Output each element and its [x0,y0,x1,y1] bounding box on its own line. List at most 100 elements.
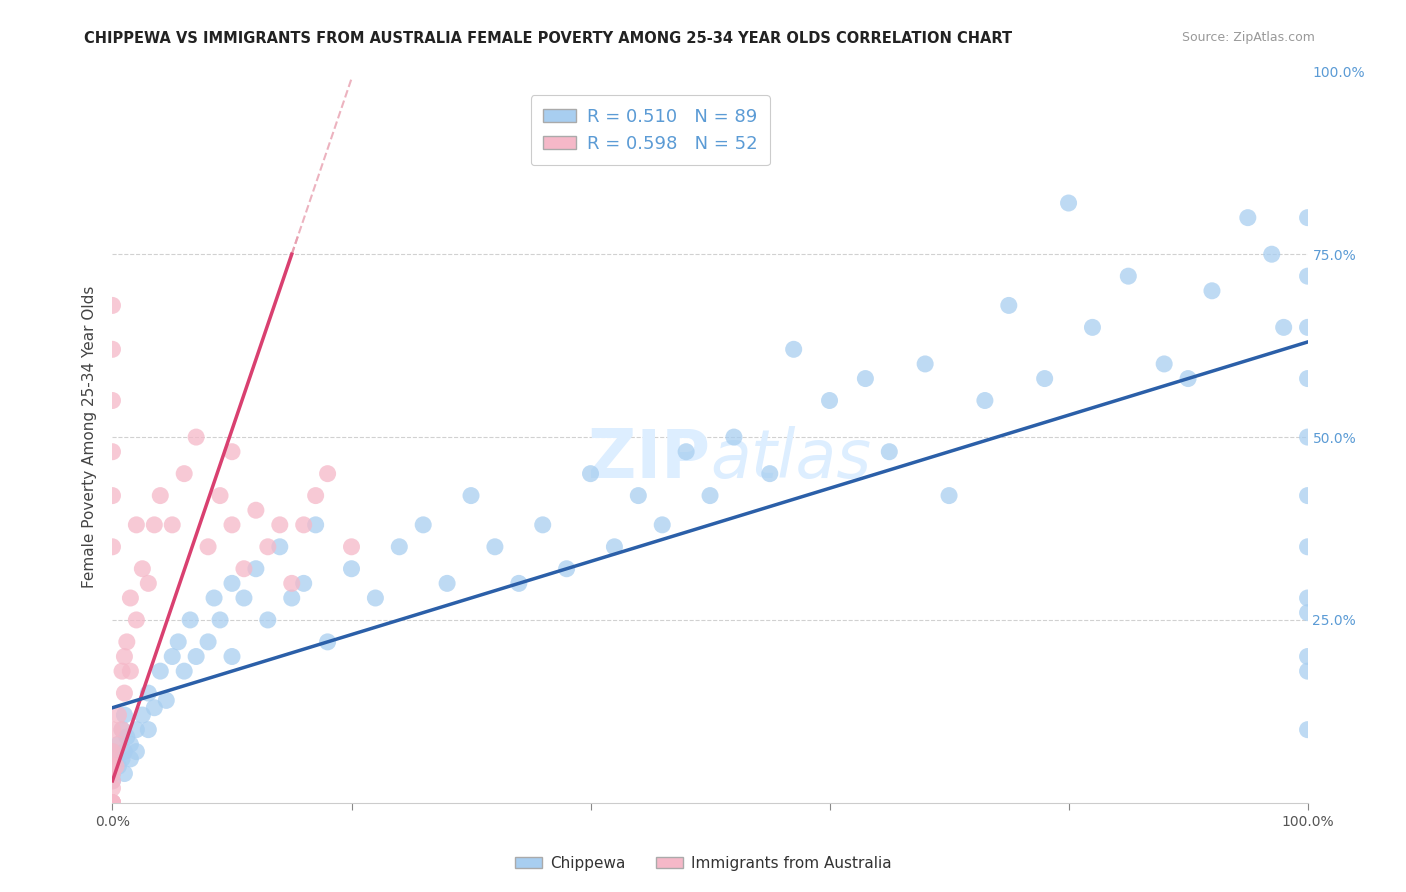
Point [114,745,135,759]
Point [257,613,280,627]
Point [675,444,697,458]
Point [1237,211,1260,225]
Point [101,773,124,788]
Point [101,752,124,766]
Point [101,343,124,357]
Point [412,517,434,532]
Point [723,430,745,444]
Point [131,562,153,576]
Point [105,759,128,773]
Point [555,562,578,576]
Point [115,730,138,744]
Point [305,489,328,503]
Point [107,737,129,751]
Point [269,540,291,554]
Point [138,576,160,591]
Point [388,540,411,554]
Point [221,517,243,532]
Point [651,517,673,532]
Point [101,745,124,759]
Text: ZIP: ZIP [588,426,710,492]
Point [221,576,243,591]
Point [101,796,124,810]
Point [101,745,124,759]
Y-axis label: Female Poverty Among 25-34 Year Olds: Female Poverty Among 25-34 Year Olds [82,286,97,588]
Point [114,649,135,664]
Point [202,591,225,605]
Point [101,759,124,773]
Point [101,723,124,737]
Point [120,737,142,751]
Point [143,517,166,532]
Point [173,664,195,678]
Point [579,467,602,481]
Point [1296,649,1319,664]
Legend: R = 0.510   N = 89, R = 0.598   N = 52: R = 0.510 N = 89, R = 0.598 N = 52 [530,95,770,165]
Point [855,371,877,385]
Point [1201,284,1223,298]
Point [998,298,1021,312]
Point [114,766,135,780]
Point [101,796,124,810]
Point [245,562,267,576]
Point [340,540,363,554]
Point [115,635,138,649]
Point [149,664,172,678]
Point [233,591,256,605]
Point [364,591,387,605]
Point [1296,211,1319,225]
Point [759,467,782,481]
Point [173,467,195,481]
Point [1296,371,1319,385]
Point [197,635,219,649]
Point [1057,196,1080,211]
Point [101,298,124,312]
Point [120,664,142,678]
Point [436,576,458,591]
Point [101,540,124,554]
Point [162,517,183,532]
Point [197,540,219,554]
Point [627,489,650,503]
Point [1153,357,1175,371]
Point [107,759,129,773]
Point [120,591,142,605]
Point [508,576,530,591]
Point [186,649,208,664]
Point [281,591,304,605]
Point [101,766,124,780]
Point [879,444,901,458]
Point [221,649,243,664]
Point [138,686,160,700]
Point [1272,320,1295,334]
Point [111,723,134,737]
Point [186,430,208,444]
Point [111,752,134,766]
Point [531,517,554,532]
Point [1118,269,1140,284]
Point [245,503,267,517]
Point [111,723,134,737]
Point [257,540,280,554]
Point [101,773,124,788]
Point [120,752,142,766]
Point [484,540,506,554]
Point [167,635,190,649]
Point [974,393,997,408]
Point [101,796,124,810]
Point [179,613,201,627]
Point [107,708,129,723]
Point [1296,269,1319,284]
Point [292,576,315,591]
Point [1296,430,1319,444]
Point [938,489,960,503]
Point [1296,664,1319,678]
Point [233,562,256,576]
Point [914,357,936,371]
Point [125,517,148,532]
Point [101,759,124,773]
Point [101,444,124,458]
Point [101,796,124,810]
Point [101,781,124,796]
Text: Source: ZipAtlas.com: Source: ZipAtlas.com [1181,31,1315,45]
